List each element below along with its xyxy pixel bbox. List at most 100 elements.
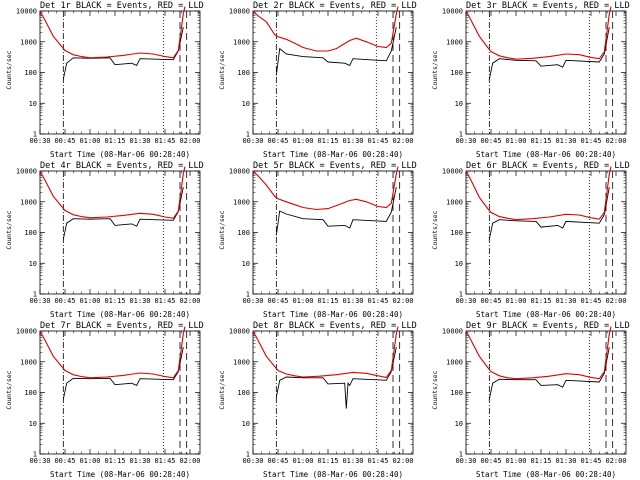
panel-title: Det 6r BLACK = Events, RED = LLD (466, 161, 630, 171)
x-axis-label: Start Time (08-Mar-06 00:28:40) (476, 470, 616, 479)
panel-plot: 1 10 100 1000 10000 00:30 00:45 01:00 01:15 01:30… (442, 326, 627, 465)
x-tick-label: 00:45 (54, 457, 75, 465)
x-tick-label: 00:30 (242, 457, 263, 465)
y-tick-label: 1000 (20, 38, 37, 46)
y-tick-label: 1 (33, 451, 37, 459)
x-tick-label: 01:45 (367, 137, 388, 145)
panel-plot: 1 10 100 1000 10000 00:30 00:45 01:00 01:15 01:30… (229, 6, 414, 145)
lld-series-line (40, 326, 186, 379)
x-axis-label: Start Time (08-Mar-06 00:28:40) (50, 310, 190, 319)
y-tick-label: 1 (459, 291, 463, 299)
y-tick-label: 1000 (233, 358, 250, 366)
x-tick-label: 01:15 (317, 457, 338, 465)
series-group (40, 326, 186, 400)
x-tick-label: 00:30 (455, 457, 476, 465)
x-tick-label: 00:30 (455, 297, 476, 305)
y-tick-label: 10000 (229, 168, 250, 176)
series-group (40, 166, 186, 240)
x-tick-label: 00:45 (480, 137, 501, 145)
y-tick-label: 100 (24, 229, 37, 237)
detector-panel-8: 1 10 100 1000 10000 00:30 00:45 01:00 01:15 01:30… (213, 320, 426, 480)
y-tick-label: 10 (242, 260, 250, 268)
events-series-line (488, 187, 610, 240)
y-tick-label: 10 (455, 420, 463, 428)
x-tick-label: 01:15 (104, 457, 125, 465)
y-tick-label: 100 (450, 69, 463, 77)
x-tick-label: 01:45 (580, 137, 601, 145)
x-tick-label: 02:00 (392, 297, 413, 305)
x-tick-label: 01:45 (154, 457, 175, 465)
panel-title: Det 4r BLACK = Events, RED = LLD (40, 161, 204, 171)
x-tick-label: 01:00 (292, 457, 313, 465)
y-tick-label: 1 (459, 131, 463, 139)
series-group (466, 326, 612, 400)
y-tick-label: 1000 (233, 38, 250, 46)
x-tick-label: 00:30 (29, 137, 50, 145)
x-tick-label: 01:00 (79, 457, 100, 465)
y-tick-label: 100 (237, 389, 250, 397)
panel-plot: 1 10 100 1000 10000 00:30 00:45 01:00 01:15 01:30… (16, 166, 201, 305)
x-tick-label: 01:00 (79, 137, 100, 145)
y-tick-label: 1000 (20, 358, 37, 366)
x-tick-label: 01:30 (129, 457, 150, 465)
y-tick-label: 10000 (442, 8, 463, 16)
panel-title: Det 2r BLACK = Events, RED = LLD (253, 1, 417, 11)
x-tick-label: 01:15 (530, 457, 551, 465)
y-axis-label: Counts/sec (431, 50, 439, 90)
y-axis-label: Counts/sec (218, 370, 226, 410)
events-series-line (275, 347, 397, 409)
series-group (253, 326, 399, 409)
detector-panel-2: 1 10 100 1000 10000 00:30 00:45 01:00 01:15 01:30… (213, 0, 426, 160)
panel-title: Det 1r BLACK = Events, RED = LLD (40, 1, 204, 11)
y-tick-label: 10000 (16, 328, 37, 336)
panel-title: Det 7r BLACK = Events, RED = LLD (40, 321, 204, 331)
panel-title: Det 9r BLACK = Events, RED = LLD (466, 321, 630, 331)
x-tick-label: 00:45 (267, 137, 288, 145)
y-tick-label: 10000 (229, 328, 250, 336)
panel-plot: 1 10 100 1000 10000 00:30 00:45 01:00 01:15 01:30… (16, 326, 201, 465)
x-tick-label: 02:00 (179, 137, 200, 145)
y-tick-label: 10 (455, 260, 463, 268)
x-tick-label: 01:00 (79, 297, 100, 305)
y-tick-label: 100 (24, 389, 37, 397)
y-tick-label: 10000 (229, 8, 250, 16)
panel-plot: 1 10 100 1000 10000 00:30 00:45 01:00 01:15 01:30… (442, 6, 627, 145)
x-tick-label: 00:45 (480, 297, 501, 305)
x-tick-label: 01:00 (292, 137, 313, 145)
panel-title: Det 8r BLACK = Events, RED = LLD (253, 321, 417, 331)
y-axis-label: Counts/sec (218, 210, 226, 250)
x-tick-label: 01:15 (104, 137, 125, 145)
series-group (466, 6, 612, 80)
x-tick-label: 01:45 (367, 297, 388, 305)
x-tick-label: 01:45 (580, 457, 601, 465)
lld-series-line (466, 326, 612, 380)
x-tick-label: 00:30 (29, 297, 50, 305)
x-tick-label: 02:00 (605, 297, 626, 305)
detector-panel-7: 1 10 100 1000 10000 00:30 00:45 01:00 01:15 01:30… (0, 320, 213, 480)
x-tick-label: 01:00 (505, 137, 526, 145)
y-axis-label: Counts/sec (5, 370, 13, 410)
series-group (466, 166, 612, 240)
y-tick-label: 1000 (446, 358, 463, 366)
y-tick-label: 10000 (442, 168, 463, 176)
y-tick-label: 10 (29, 260, 37, 268)
lld-series-line (40, 166, 186, 219)
x-tick-label: 01:00 (292, 297, 313, 305)
x-tick-label: 01:45 (367, 457, 388, 465)
x-tick-label: 02:00 (605, 137, 626, 145)
y-axis-label: Counts/sec (431, 370, 439, 410)
panel-plot: 1 10 100 1000 10000 00:30 00:45 01:00 01:15 01:30… (229, 326, 414, 465)
lld-series-line (253, 6, 399, 52)
x-axis-label: Start Time (08-Mar-06 00:28:40) (50, 470, 190, 479)
x-tick-label: 01:30 (129, 137, 150, 145)
y-tick-label: 1 (33, 131, 37, 139)
detector-panel-5: 1 10 100 1000 10000 00:30 00:45 01:00 01:15 01:30… (213, 160, 426, 320)
y-tick-label: 10 (242, 420, 250, 428)
lld-series-line (466, 6, 612, 60)
x-tick-label: 01:30 (342, 297, 363, 305)
y-tick-label: 1 (246, 131, 250, 139)
x-tick-label: 01:30 (555, 297, 576, 305)
lld-series-line (466, 166, 612, 221)
panel-title: Det 3r BLACK = Events, RED = LLD (466, 1, 630, 11)
y-tick-label: 10 (455, 100, 463, 108)
